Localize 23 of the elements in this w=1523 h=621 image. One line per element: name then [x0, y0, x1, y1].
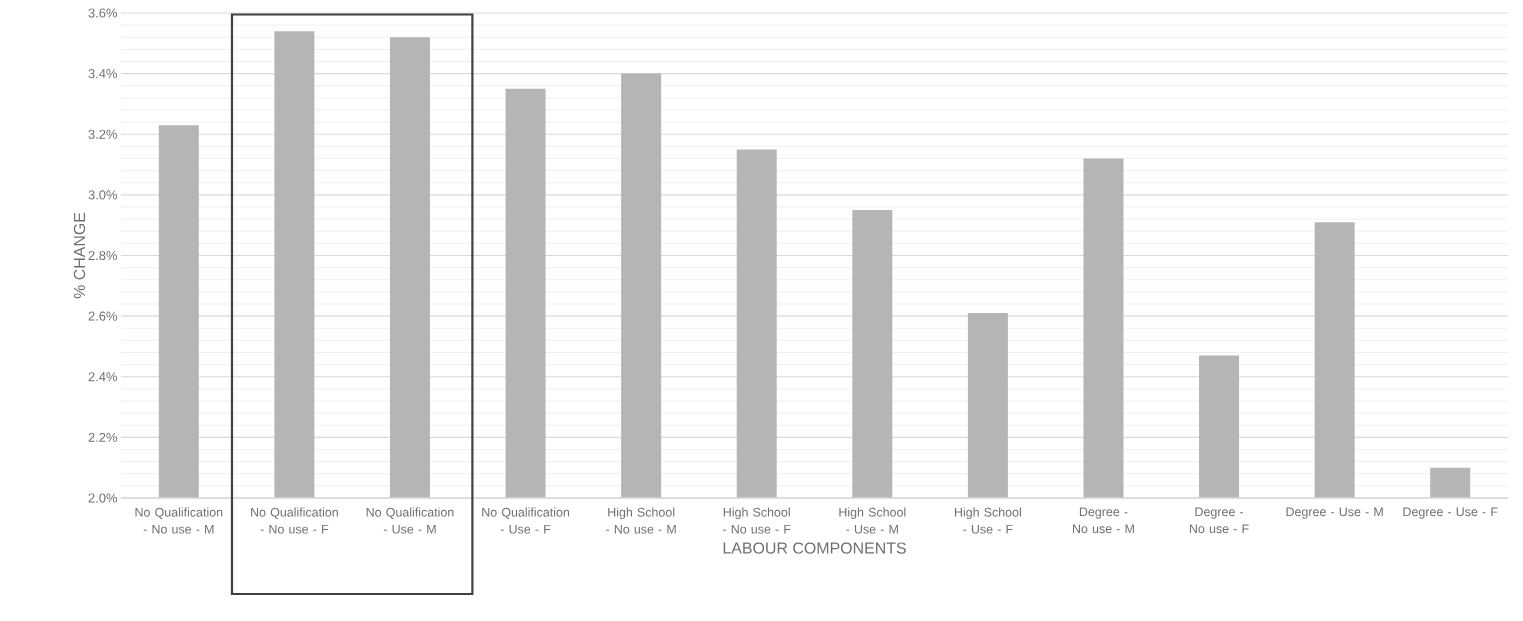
- y-tick-label: 2.2%: [88, 432, 118, 442]
- x-tick-label: High School - No use - M: [606, 507, 676, 534]
- x-tick-label: No Qualification - No use - F: [251, 507, 338, 534]
- x-tick-label: No Qualification - Use - F: [482, 507, 570, 534]
- x-tick-label: No Qualification - Use - M: [366, 507, 454, 534]
- x-tick-label: High School - No use - F: [723, 507, 791, 534]
- y-tick-label: 3.2%: [88, 129, 118, 139]
- x-tick-label: Degree - No use - M: [1073, 507, 1134, 534]
- y-tick-label: 2.4%: [88, 372, 118, 382]
- y-tick-label: 3.6%: [88, 8, 118, 18]
- y-tick-label: 3.4%: [88, 69, 118, 79]
- y-tick-label: 2.0%: [88, 493, 118, 503]
- x-tick-label: High School - Use - M: [839, 507, 906, 534]
- y-tick-label: 2.8%: [88, 250, 118, 261]
- y-tick-label: 2.6%: [88, 311, 118, 321]
- x-tick-label: No Qualification - No use - M: [135, 507, 223, 534]
- x-tick-label: Degree - Use - F: [1403, 507, 1498, 519]
- x-tick-label: Degree - Use - M: [1286, 507, 1383, 519]
- y-tick-label: 3.0%: [88, 190, 118, 200]
- x-tick-label: Degree - No use - F: [1189, 507, 1249, 534]
- x-axis-title: LABOUR COMPONENTS: [723, 542, 906, 554]
- y-axis-title: % CHANGE: [73, 212, 86, 299]
- x-tick-label: High School - Use - F: [954, 507, 1021, 534]
